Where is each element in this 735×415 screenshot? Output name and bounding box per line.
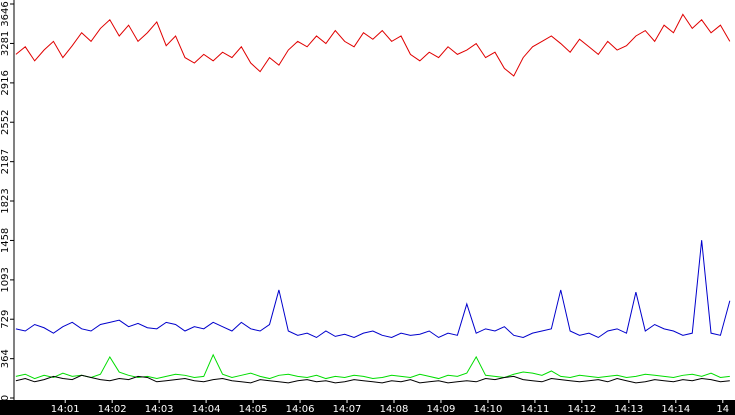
y-tick-label: 1093: [0, 267, 11, 292]
y-tick-label: 364: [0, 349, 11, 368]
x-tick-label: 14:05: [239, 404, 268, 415]
x-tick-label: 14:04: [192, 404, 221, 415]
x-tick-label: 14:11: [520, 404, 549, 415]
y-tick-label: 3646: [0, 1, 11, 26]
x-tick-label: 14:14: [661, 404, 690, 415]
y-tick-label: 1823: [0, 188, 11, 213]
y-tick-label: 729: [0, 310, 11, 329]
x-tick-label: 14:08: [380, 404, 409, 415]
x-axis-band: [0, 400, 735, 415]
x-tick-label: 14:12: [567, 404, 596, 415]
x-tick-label: 14:10: [474, 404, 503, 415]
y-tick-label: 2187: [0, 149, 11, 174]
y-tick-label: 0: [0, 395, 11, 401]
x-tick-label: 14:07: [333, 404, 362, 415]
series-line: [15, 374, 730, 384]
x-tick-label: 14:06: [286, 404, 315, 415]
y-tick-label: 1458: [0, 228, 11, 253]
x-tick-label: 14:02: [98, 404, 127, 415]
series-line: [15, 353, 730, 380]
x-tick-label: 14:09: [427, 404, 456, 415]
series-line: [15, 240, 731, 339]
x-tick-label: 14:03: [145, 404, 174, 415]
y-tick-label: 2916: [0, 70, 11, 95]
x-tick-label: 14:13: [614, 404, 643, 415]
x-tick-label: 14: [716, 404, 729, 415]
x-tick-label: 14:01: [51, 404, 80, 415]
y-tick-label: 3281: [0, 31, 11, 56]
series-line: [15, 13, 731, 77]
y-tick-label: 2552: [0, 109, 11, 134]
